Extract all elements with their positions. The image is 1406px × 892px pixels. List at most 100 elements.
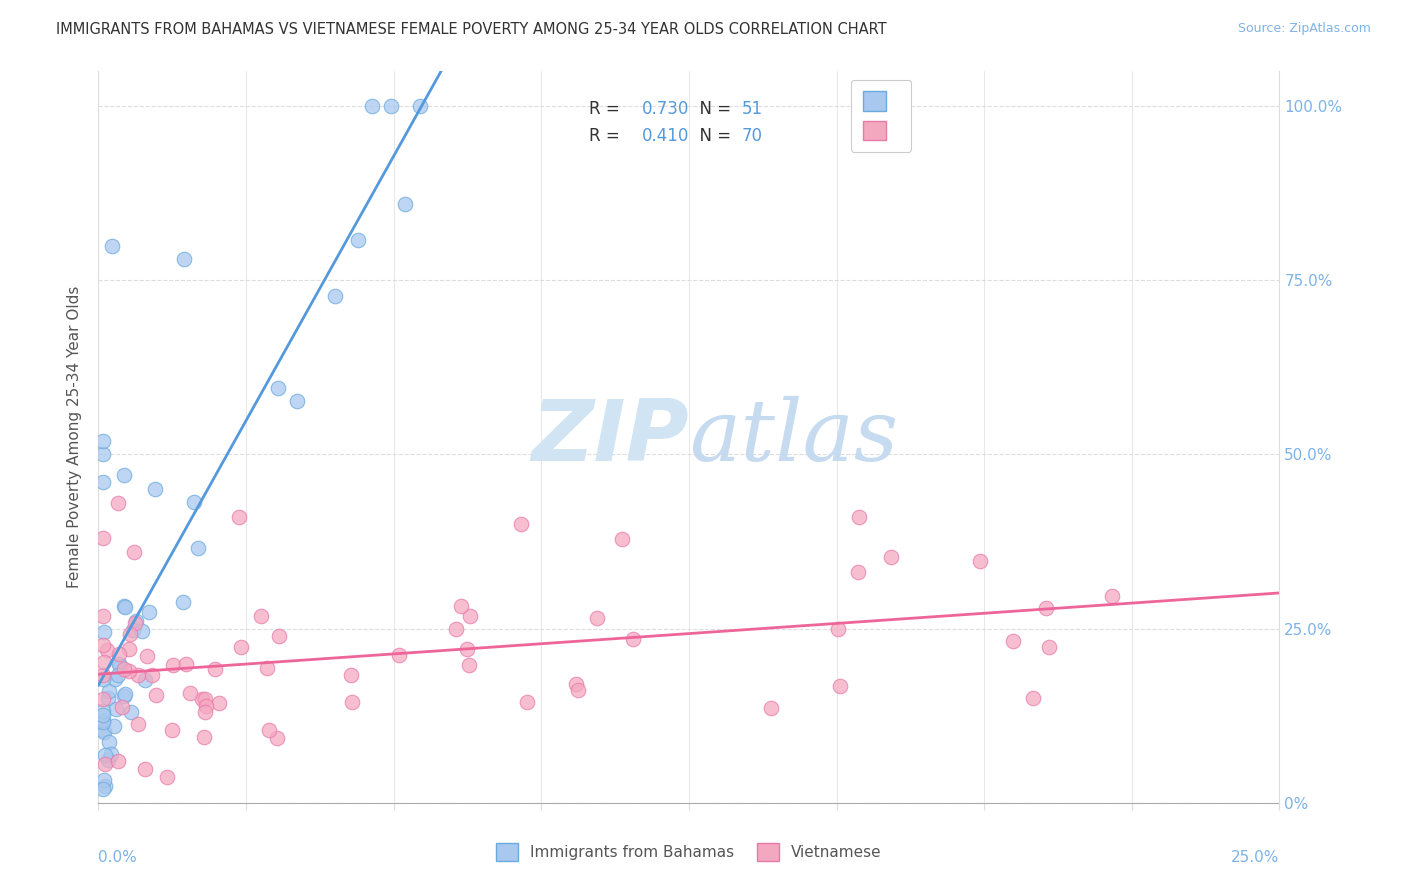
Point	[107, 754, 129, 768]
Point	[127, 717, 149, 731]
Point	[97, 752, 120, 766]
Point	[124, 615, 146, 630]
Point	[156, 770, 179, 784]
Point	[103, 719, 125, 733]
Text: 0.0%: 0.0%	[98, 850, 138, 865]
Point	[565, 677, 588, 691]
Point	[204, 662, 226, 676]
Point	[340, 668, 363, 682]
Point	[285, 393, 308, 408]
Point	[174, 657, 197, 672]
Point	[231, 640, 253, 654]
Text: 0.410: 0.410	[641, 127, 689, 145]
Point	[256, 661, 278, 675]
Text: 25.0%: 25.0%	[1232, 850, 1279, 865]
Point	[134, 673, 156, 688]
Point	[388, 648, 411, 663]
Point	[91, 668, 114, 682]
Point	[97, 690, 120, 705]
Point	[266, 731, 288, 746]
Text: N =: N =	[689, 101, 737, 119]
Point	[94, 757, 117, 772]
Point	[91, 708, 114, 723]
Point	[94, 779, 117, 793]
Text: 0.730: 0.730	[641, 101, 689, 119]
Point	[93, 724, 115, 739]
Point	[118, 641, 141, 656]
Point	[846, 566, 869, 580]
Point	[458, 609, 481, 624]
Text: R =: R =	[589, 127, 624, 145]
Point	[141, 668, 163, 682]
Point	[134, 763, 156, 777]
Point	[91, 713, 114, 727]
Point	[125, 614, 148, 628]
Point	[107, 668, 129, 682]
Point	[108, 658, 131, 673]
Point	[91, 704, 114, 718]
Point	[91, 448, 114, 462]
Text: N =: N =	[689, 127, 737, 145]
Point	[187, 541, 209, 556]
Point	[827, 622, 849, 636]
Point	[104, 702, 127, 716]
Point	[361, 99, 384, 113]
Text: Source: ZipAtlas.com: Source: ZipAtlas.com	[1237, 22, 1371, 36]
Point	[91, 715, 114, 730]
Point	[91, 434, 114, 448]
Legend: Immigrants from Bahamas, Vietnamese: Immigrants from Bahamas, Vietnamese	[489, 836, 889, 868]
Point	[267, 629, 290, 643]
Point	[586, 611, 609, 625]
Point	[444, 622, 467, 636]
Point	[122, 623, 145, 637]
Point	[111, 699, 134, 714]
Point	[1001, 633, 1024, 648]
Point	[91, 673, 114, 687]
Point	[114, 599, 136, 614]
Point	[761, 701, 783, 715]
Point	[91, 781, 114, 796]
Point	[120, 705, 142, 719]
Point	[450, 599, 472, 613]
Point	[623, 632, 645, 646]
Point	[131, 624, 153, 638]
Point	[97, 735, 120, 749]
Y-axis label: Female Poverty Among 25-34 Year Olds: Female Poverty Among 25-34 Year Olds	[67, 286, 83, 588]
Text: R =: R =	[589, 101, 624, 119]
Point	[122, 545, 145, 559]
Point	[112, 662, 135, 676]
Point	[93, 624, 115, 639]
Point	[828, 679, 851, 693]
Point	[516, 695, 538, 709]
Text: ZIP: ZIP	[531, 395, 689, 479]
Point	[179, 686, 201, 700]
Point	[93, 748, 115, 763]
Point	[112, 599, 135, 613]
Point	[510, 517, 533, 532]
Point	[108, 647, 131, 661]
Point	[347, 233, 370, 247]
Text: IMMIGRANTS FROM BAHAMAS VS VIETNAMESE FEMALE POVERTY AMONG 25-34 YEAR OLDS CORRE: IMMIGRANTS FROM BAHAMAS VS VIETNAMESE FE…	[56, 22, 887, 37]
Point	[93, 656, 115, 670]
Point	[112, 689, 135, 703]
Point	[91, 723, 114, 737]
Point	[848, 510, 870, 524]
Point	[323, 289, 346, 303]
Point	[380, 99, 402, 113]
Point	[138, 605, 160, 619]
Point	[190, 692, 212, 706]
Point	[249, 609, 271, 624]
Point	[342, 695, 364, 709]
Point	[100, 747, 122, 761]
Point	[394, 197, 416, 211]
Point	[194, 698, 217, 713]
Point	[567, 682, 589, 697]
Text: 70: 70	[742, 127, 763, 145]
Point	[194, 692, 217, 706]
Point	[183, 494, 205, 508]
Point	[97, 683, 120, 698]
Point	[91, 531, 114, 545]
Point	[104, 673, 127, 687]
Point	[1022, 691, 1045, 706]
Text: 51: 51	[742, 101, 763, 119]
